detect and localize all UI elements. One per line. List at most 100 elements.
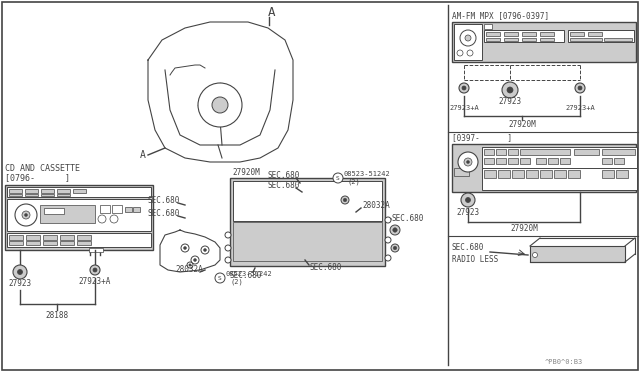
Text: 27923: 27923 — [499, 96, 522, 106]
Circle shape — [467, 50, 473, 56]
Circle shape — [459, 83, 469, 93]
Bar — [560, 158, 570, 164]
Bar — [614, 158, 624, 164]
Bar — [520, 149, 570, 155]
Text: [0397-      ]: [0397- ] — [452, 134, 512, 142]
Bar — [9, 241, 23, 245]
Bar — [496, 158, 506, 164]
Bar — [7, 233, 151, 247]
Circle shape — [201, 246, 209, 254]
Bar — [454, 24, 482, 60]
Text: SEC.680: SEC.680 — [310, 263, 342, 273]
Bar — [520, 158, 530, 164]
Bar — [540, 170, 552, 178]
Bar — [508, 149, 518, 155]
Bar — [89, 248, 103, 252]
Bar — [26, 235, 40, 240]
Bar — [7, 187, 151, 197]
Circle shape — [343, 198, 347, 202]
Text: AM-FM MPX [0796-0397]: AM-FM MPX [0796-0397] — [452, 12, 549, 20]
Bar — [602, 158, 612, 164]
Bar — [482, 147, 637, 169]
Circle shape — [458, 152, 478, 172]
Bar — [43, 241, 57, 245]
Bar — [486, 38, 500, 41]
Bar — [43, 235, 57, 240]
Bar — [5, 185, 153, 250]
Circle shape — [24, 214, 28, 217]
Bar — [25, 189, 38, 193]
Text: S: S — [336, 176, 340, 180]
Circle shape — [532, 253, 538, 257]
Bar — [486, 32, 500, 36]
Text: 27923+A: 27923+A — [79, 278, 111, 286]
Bar — [77, 241, 91, 245]
Text: 28032A: 28032A — [175, 266, 203, 275]
Bar — [452, 22, 636, 62]
Text: RADIO LESS: RADIO LESS — [452, 256, 499, 264]
Bar — [7, 199, 151, 231]
Text: 27923+A: 27923+A — [565, 105, 595, 111]
Bar — [233, 222, 382, 261]
Bar — [452, 144, 636, 192]
Bar — [574, 149, 599, 155]
Bar — [60, 235, 74, 240]
Circle shape — [391, 244, 399, 252]
Bar — [233, 181, 382, 221]
Text: S: S — [218, 276, 222, 280]
Circle shape — [15, 204, 37, 226]
Circle shape — [204, 248, 207, 251]
Bar — [100, 205, 110, 213]
Circle shape — [385, 237, 391, 243]
Text: 27923+A: 27923+A — [449, 105, 479, 111]
Circle shape — [17, 269, 22, 275]
Text: CD AND CASSETTE: CD AND CASSETTE — [5, 164, 80, 173]
Circle shape — [502, 82, 518, 98]
Circle shape — [225, 245, 231, 251]
Bar — [41, 194, 54, 196]
Text: 28032A: 28032A — [362, 201, 390, 209]
Circle shape — [464, 158, 472, 166]
Bar — [616, 170, 628, 178]
Bar — [73, 189, 86, 193]
Text: 27923: 27923 — [8, 279, 31, 289]
Circle shape — [333, 173, 343, 183]
Text: SEC.680: SEC.680 — [148, 196, 180, 205]
Bar — [57, 189, 70, 193]
Bar — [133, 207, 140, 212]
Text: SEC.680: SEC.680 — [452, 244, 484, 253]
Circle shape — [462, 86, 466, 90]
Bar — [570, 32, 584, 36]
Bar — [540, 38, 554, 41]
Circle shape — [225, 257, 231, 263]
Bar — [522, 32, 536, 36]
Bar — [9, 189, 22, 193]
Circle shape — [110, 215, 118, 223]
Circle shape — [393, 246, 397, 250]
Circle shape — [575, 83, 585, 93]
Circle shape — [390, 225, 400, 235]
Text: (2): (2) — [230, 279, 243, 285]
Circle shape — [460, 30, 476, 46]
Circle shape — [385, 217, 391, 223]
Text: A: A — [268, 6, 275, 19]
Bar — [512, 170, 524, 178]
Bar — [482, 168, 637, 190]
Circle shape — [13, 265, 27, 279]
Text: [0796-      ]: [0796- ] — [5, 173, 70, 183]
Circle shape — [225, 232, 231, 238]
Bar — [588, 32, 602, 36]
Bar — [484, 149, 494, 155]
Bar — [504, 32, 518, 36]
Text: A: A — [140, 150, 146, 160]
Circle shape — [212, 97, 228, 113]
Bar — [554, 170, 566, 178]
Text: 08523-51242: 08523-51242 — [226, 271, 273, 277]
Circle shape — [22, 211, 30, 219]
Bar — [484, 24, 492, 29]
Circle shape — [393, 228, 397, 232]
Circle shape — [181, 244, 189, 252]
Bar — [498, 170, 510, 178]
Bar — [604, 38, 632, 41]
Bar — [125, 207, 132, 212]
